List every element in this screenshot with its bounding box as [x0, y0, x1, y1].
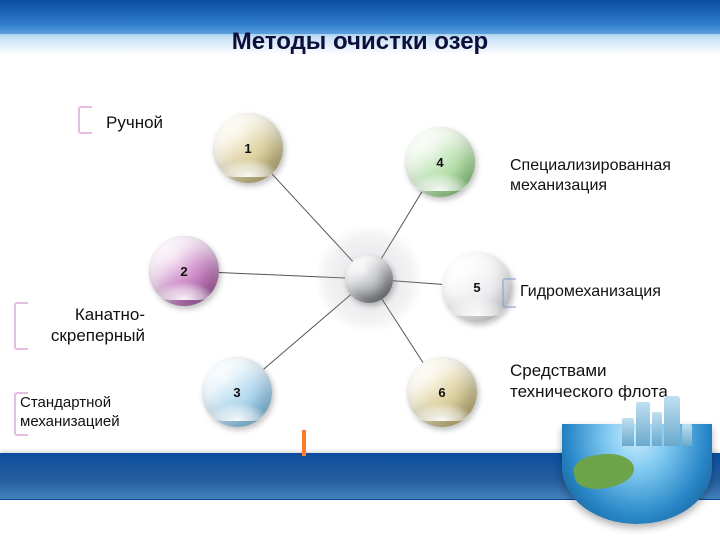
node-3: 3 [202, 357, 272, 427]
globe-city [622, 396, 692, 446]
node-number: 5 [473, 280, 480, 295]
globe-land [572, 449, 637, 493]
globe-graphic [562, 396, 712, 526]
node-4: 4 [405, 127, 475, 197]
node-number: 4 [436, 155, 443, 170]
bracket-2 [14, 302, 28, 350]
slide-title: Методы очистки озер [0, 28, 720, 56]
label-2: Канатно-скреперный [25, 304, 145, 347]
node-number: 2 [180, 264, 187, 279]
label-5: Гидромеханизация [520, 282, 720, 302]
accent-bar [302, 430, 306, 456]
label-3: Стандартной механизацией [20, 394, 150, 432]
center-node [345, 255, 393, 303]
label-4: Специализированная механизация [510, 156, 710, 196]
node-6: 6 [407, 357, 477, 427]
bracket-1 [78, 106, 92, 134]
bracket-3 [14, 392, 28, 436]
node-number: 6 [438, 385, 445, 400]
node-2: 2 [149, 236, 219, 306]
slide-root: Методы очистки озер 1 2 3 4 5 6 Ручной Канатно… [0, 0, 720, 540]
label-1: Ручной [106, 112, 246, 133]
node-number: 3 [233, 385, 240, 400]
node-number: 1 [244, 141, 251, 156]
bracket-4 [502, 278, 516, 308]
